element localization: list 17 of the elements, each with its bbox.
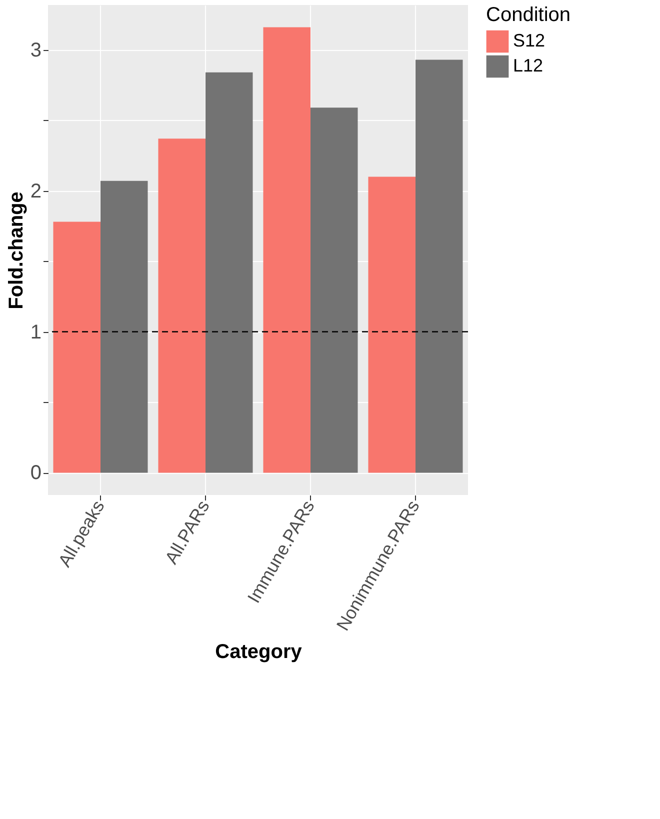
y-tick-label: 0 <box>30 462 42 484</box>
y-tick-label: 3 <box>30 39 42 62</box>
bar <box>53 222 100 473</box>
legend-label: S12 <box>513 30 546 50</box>
bar <box>100 180 148 473</box>
bar <box>263 27 310 473</box>
legend-title: Condition <box>486 4 571 26</box>
bar <box>368 176 416 473</box>
y-axis-title: Fold.change <box>5 192 28 310</box>
y-tick-label: 1 <box>30 321 42 344</box>
bar <box>310 108 358 473</box>
legend-label: L12 <box>513 56 544 76</box>
bar <box>416 60 463 473</box>
x-axis-title: Category <box>215 641 303 664</box>
y-tick-label: 2 <box>30 180 42 202</box>
bar <box>158 138 206 473</box>
bar <box>206 72 253 473</box>
